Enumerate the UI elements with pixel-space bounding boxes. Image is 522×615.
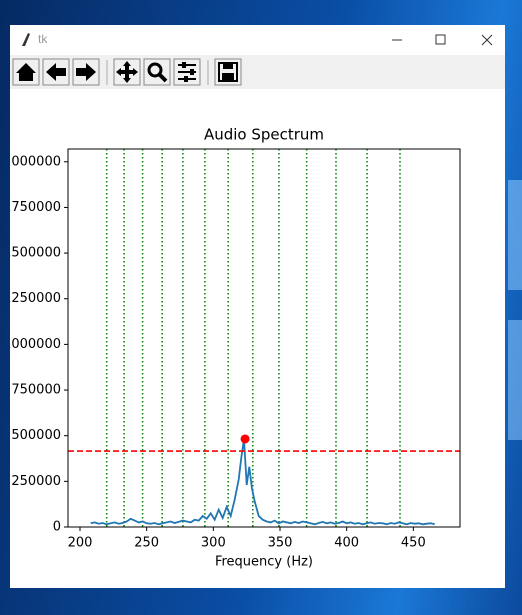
spectrum-line xyxy=(90,439,435,526)
peak-marker xyxy=(240,434,250,444)
toolbar-icons xyxy=(12,58,242,86)
plot-frame xyxy=(67,148,461,528)
y-tick-label: 1000000 xyxy=(10,337,61,352)
y-tick-label: 1250000 xyxy=(10,291,61,306)
x-tick-label: 200 xyxy=(68,536,93,551)
x-tick-label: 250 xyxy=(134,536,159,551)
maximize-button[interactable] xyxy=(435,34,446,45)
desktop-streak xyxy=(508,180,522,290)
title-bar-icons xyxy=(22,33,493,46)
x-axis-label: Frequency (Hz) xyxy=(215,555,313,570)
y-tick-label: 0 xyxy=(53,520,61,535)
y-tick-label: 1750000 xyxy=(10,200,61,215)
plot-area xyxy=(68,149,460,527)
x-tick-label: 350 xyxy=(268,536,293,551)
chart-title: Audio Spectrum xyxy=(204,126,324,144)
desktop-streak xyxy=(508,320,522,440)
y-tick-label: 2000000 xyxy=(10,154,61,169)
configure-button[interactable] xyxy=(173,58,201,86)
window-title: tk xyxy=(38,32,48,46)
home-button[interactable] xyxy=(12,58,40,86)
x-tick-label: 450 xyxy=(401,536,426,551)
figure-canvas: Audio Spectrum Frequency (Hz) 200 250 300 3… xyxy=(10,126,461,570)
pan-button[interactable] xyxy=(113,58,141,86)
window: tk Audio Spectrum Frequency (Hz) 200 250 3… xyxy=(10,25,505,588)
save-button[interactable] xyxy=(214,58,242,86)
close-button[interactable] xyxy=(481,34,493,46)
y-tick-label: 750000 xyxy=(11,383,61,398)
y-tick-label: 1500000 xyxy=(10,246,61,261)
x-tick-label: 400 xyxy=(334,536,359,551)
zoom-button[interactable] xyxy=(143,58,171,86)
back-button[interactable] xyxy=(42,58,70,86)
title-bar: tk xyxy=(10,25,505,55)
x-tick-label: 300 xyxy=(201,536,226,551)
app-icon xyxy=(22,33,30,46)
forward-button[interactable] xyxy=(72,58,100,86)
y-tick-label: 250000 xyxy=(11,474,61,489)
y-tick-label: 500000 xyxy=(11,428,61,443)
toolbar xyxy=(10,55,505,89)
